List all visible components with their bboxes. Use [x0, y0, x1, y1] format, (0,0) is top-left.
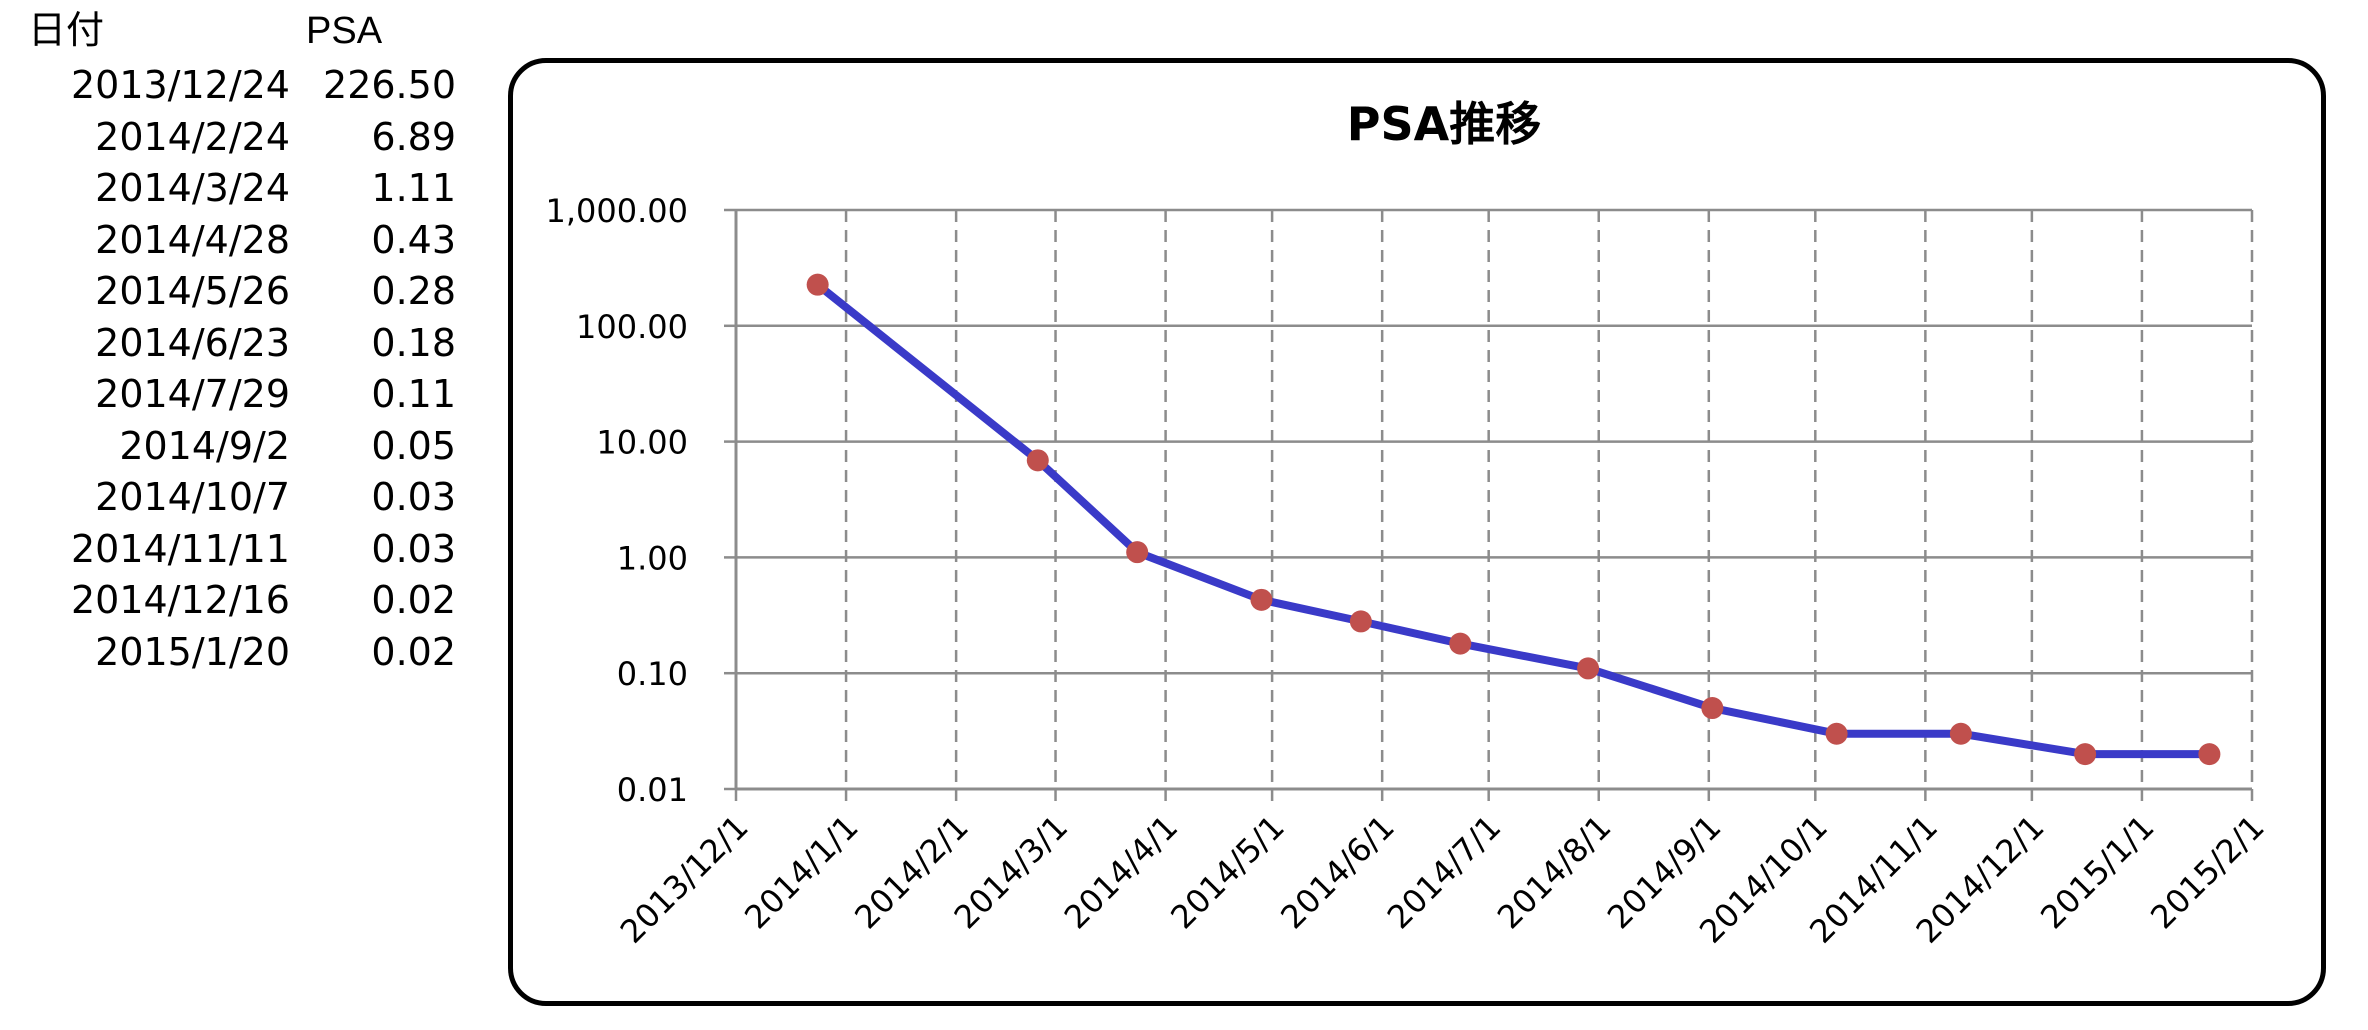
table-cell-date: 2014/7/29 [95, 372, 290, 416]
table-cell-psa: 1.11 [371, 166, 456, 210]
y-tick-label: 10.00 [596, 424, 688, 462]
table-cell-date: 2014/11/11 [70, 526, 290, 571]
data-point [1577, 657, 1600, 680]
psa-column-header: PSA [306, 10, 383, 52]
table-cell-date: 2014/12/16 [70, 578, 290, 622]
chart-frame [508, 58, 2326, 1006]
data-point [1250, 588, 1273, 611]
y-tick-label: 100.00 [576, 308, 688, 346]
data-point [1026, 449, 1049, 472]
x-tick-label: 2014/4/1 [1057, 808, 1185, 936]
x-tick-label: 2014/5/1 [1163, 808, 1291, 936]
table-cell-date: 2014/4/28 [95, 217, 290, 262]
table-cell-psa: 0.02 [371, 629, 456, 674]
x-tick-label: 2015/2/1 [2143, 808, 2271, 936]
data-point [1701, 697, 1724, 720]
table-cell-date: 2015/1/20 [95, 629, 290, 674]
y-tick-label: 1.00 [617, 539, 688, 577]
table-cell-date: 2014/10/7 [95, 475, 290, 519]
x-tick-label: 2014/8/1 [1490, 808, 1618, 936]
y-tick-label: 0.10 [617, 655, 688, 693]
x-tick-label: 2014/1/1 [737, 808, 865, 936]
table-cell-psa: 0.02 [371, 578, 456, 622]
table-cell-date: 2014/9/2 [119, 423, 290, 468]
table-cell-psa: 0.03 [371, 475, 456, 519]
data-point [1825, 722, 1848, 745]
table-cell-date: 2014/3/24 [95, 166, 290, 210]
date-column-header: 日付 [28, 10, 105, 52]
table-cell-psa: 6.89 [371, 114, 456, 159]
y-tick-label: 0.01 [617, 771, 688, 809]
data-point [1949, 722, 1972, 745]
y-tick-label: 1,000.00 [546, 192, 689, 230]
data-point [2074, 743, 2097, 766]
x-tick-label: 2015/1/1 [2033, 808, 2161, 936]
data-point [2198, 743, 2221, 766]
table-cell-date: 2013/12/24 [70, 63, 290, 107]
table-cell-psa: 226.50 [323, 63, 456, 107]
table-cell-psa: 0.03 [371, 526, 456, 571]
table-cell-psa: 0.05 [371, 423, 456, 468]
table-cell-psa: 0.11 [371, 372, 456, 416]
chart-title: PSA推移 [1347, 97, 1541, 151]
series-line [815, 281, 2210, 759]
table-cell-psa: 0.43 [371, 217, 456, 262]
table-cell-date: 2014/5/26 [95, 269, 290, 313]
x-tick-label: 2014/6/1 [1273, 808, 1401, 936]
data-point [1449, 632, 1472, 655]
table-cell-psa: 0.18 [371, 320, 456, 365]
table-cell-date: 2014/6/23 [95, 320, 290, 365]
psa-data-table: 日付 PSA 2013/12/24 226.50 2014/2/24 6.89 2014… [0, 0, 480, 700]
x-tick-label: 2013/12/1 [613, 808, 756, 951]
table-cell-psa: 0.28 [371, 269, 456, 313]
data-point [806, 273, 829, 296]
x-tick-label: 2014/7/1 [1380, 808, 1508, 936]
data-point [1126, 541, 1149, 564]
table-cell-date: 2014/2/24 [95, 114, 290, 159]
data-point [1349, 610, 1372, 633]
